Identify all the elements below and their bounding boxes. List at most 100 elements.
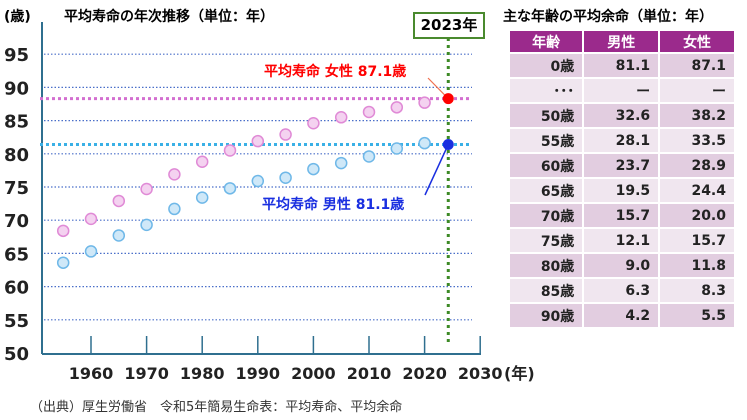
data-point-female (84, 212, 98, 226)
cell-male: 9.0 (582, 252, 661, 279)
data-point-male (168, 202, 181, 216)
data-point-female (223, 144, 237, 157)
table-row: 75歳 12.1 15.7 (507, 227, 736, 254)
cell-female: 5.5 (658, 302, 736, 329)
x-axis-unit: (年) (504, 364, 535, 383)
life-expectancy-table: 年齢 男性 女性 0歳 81.1 87.1 ･･･ーー 50歳 32.6 38.2 55歳 28… (507, 29, 736, 329)
x-tick-label: 1990 (236, 364, 281, 383)
data-point-female (168, 168, 181, 181)
source-note: （出典）厚生労働省 令和5年簡易生命表：平均寿命、平均余命 (30, 400, 403, 415)
y-axis-unit: (歳) (4, 9, 31, 25)
cell-male: 4.2 (582, 302, 661, 329)
cell-age: ･･･ (507, 77, 585, 104)
cell-age: 50歳 (507, 102, 585, 129)
data-point-male (112, 229, 126, 242)
data-point-female (251, 134, 265, 148)
y-tick-label: 85 (4, 112, 29, 133)
data-point-male (84, 245, 98, 258)
y-tick-label: 60 (4, 278, 29, 299)
y-tick-label: 70 (4, 211, 29, 232)
data-point-male (390, 142, 404, 155)
cell-age: 65歳 (507, 177, 585, 204)
data-point-male (418, 136, 431, 150)
female-annotation: 平均寿命 女性 87.1歳 (264, 64, 407, 80)
table-row: 80歳 9.0 11.8 (507, 252, 736, 279)
cell-male: 81.1 (582, 52, 661, 79)
header-male: 男性 (582, 29, 661, 54)
cell-age: 85歳 (507, 277, 585, 304)
male-annotation-leader (424, 144, 449, 196)
table-row: 55歳 28.1 33.5 (507, 127, 736, 154)
header-age: 年齢 (507, 29, 585, 54)
y-tick-label: 55 (4, 311, 29, 332)
table-row: 70歳 15.7 20.0 (507, 202, 736, 229)
table-row: ･･･ーー (507, 77, 736, 104)
data-point-male (195, 191, 209, 204)
data-point-female (307, 117, 320, 130)
cell-male: 6.3 (582, 277, 661, 304)
highlight-year-box: 2023年 (413, 12, 485, 39)
cell-male: 32.6 (582, 102, 661, 129)
data-point-male (223, 182, 237, 195)
cell-female: 20.0 (658, 202, 736, 229)
cell-male: 12.1 (582, 227, 661, 254)
cell-female: 33.5 (658, 127, 736, 154)
cell-male: 23.7 (582, 152, 661, 179)
x-tick-label: 1970 (124, 364, 169, 383)
table-row: 50歳 32.6 38.2 (507, 102, 736, 129)
cell-age: 0歳 (507, 52, 585, 79)
table-title: 主な年齢の平均余命（単位：年） (503, 9, 713, 25)
cell-male: 19.5 (582, 177, 661, 204)
x-tick-label: 1960 (69, 364, 114, 383)
data-point-female (140, 182, 153, 196)
cell-age: 75歳 (507, 227, 585, 254)
data-point-female (195, 155, 209, 169)
table-row: 85歳 6.3 8.3 (507, 277, 736, 304)
x-tick-label: 1980 (180, 364, 225, 383)
y-tick-label: 90 (4, 78, 29, 99)
cell-age: 80歳 (507, 252, 585, 279)
data-point-male (140, 218, 153, 232)
female-2023-point (442, 93, 454, 105)
data-point-male (334, 156, 348, 170)
data-point-male (307, 162, 320, 176)
table-row: 90歳 4.2 5.5 (507, 302, 736, 329)
data-point-female (418, 96, 431, 109)
data-point-female (112, 194, 126, 208)
chart-title: 平均寿命の年次推移（単位：年） (64, 9, 274, 25)
cell-female: 8.3 (658, 277, 736, 304)
cell-female: ー (658, 77, 736, 104)
data-point-male (362, 150, 376, 163)
y-tick-label: 50 (4, 344, 29, 365)
x-tick-label: 2010 (347, 364, 392, 383)
chart: 50 55 60 65 70 75 80 85 90 95 1960 1970 1980 1990 2000… (4, 22, 535, 383)
cell-male: 28.1 (582, 127, 661, 154)
cell-female: 24.4 (658, 177, 736, 204)
male-annotation: 平均寿命 男性 81.1歳 (262, 197, 405, 213)
cell-male: 15.7 (582, 202, 661, 229)
x-tick-label: 2020 (402, 364, 447, 383)
male-2023-point (442, 138, 454, 150)
data-point-male (251, 174, 265, 188)
data-point-female (334, 111, 348, 124)
cell-female: 38.2 (658, 102, 736, 129)
y-tick-label: 75 (4, 178, 29, 199)
y-tick-label: 80 (4, 145, 29, 166)
cell-age: 70歳 (507, 202, 585, 229)
table-row: 65歳 19.5 24.4 (507, 177, 736, 204)
data-point-male (56, 256, 70, 269)
cell-female: 11.8 (658, 252, 736, 279)
table-header-row: 年齢 男性 女性 (507, 29, 736, 54)
header-female: 女性 (658, 29, 736, 54)
cell-female: 15.7 (658, 227, 736, 254)
y-tick-label: 65 (4, 244, 29, 265)
data-point-female (390, 101, 404, 114)
table-row: 60歳 23.7 28.9 (507, 152, 736, 179)
cell-age: 55歳 (507, 127, 585, 154)
cell-female: 28.9 (658, 152, 736, 179)
table-row: 0歳 81.1 87.1 (507, 52, 736, 79)
cell-age: 90歳 (507, 302, 585, 329)
y-tick-label: 95 (4, 45, 29, 66)
cell-male: ー (582, 77, 661, 104)
